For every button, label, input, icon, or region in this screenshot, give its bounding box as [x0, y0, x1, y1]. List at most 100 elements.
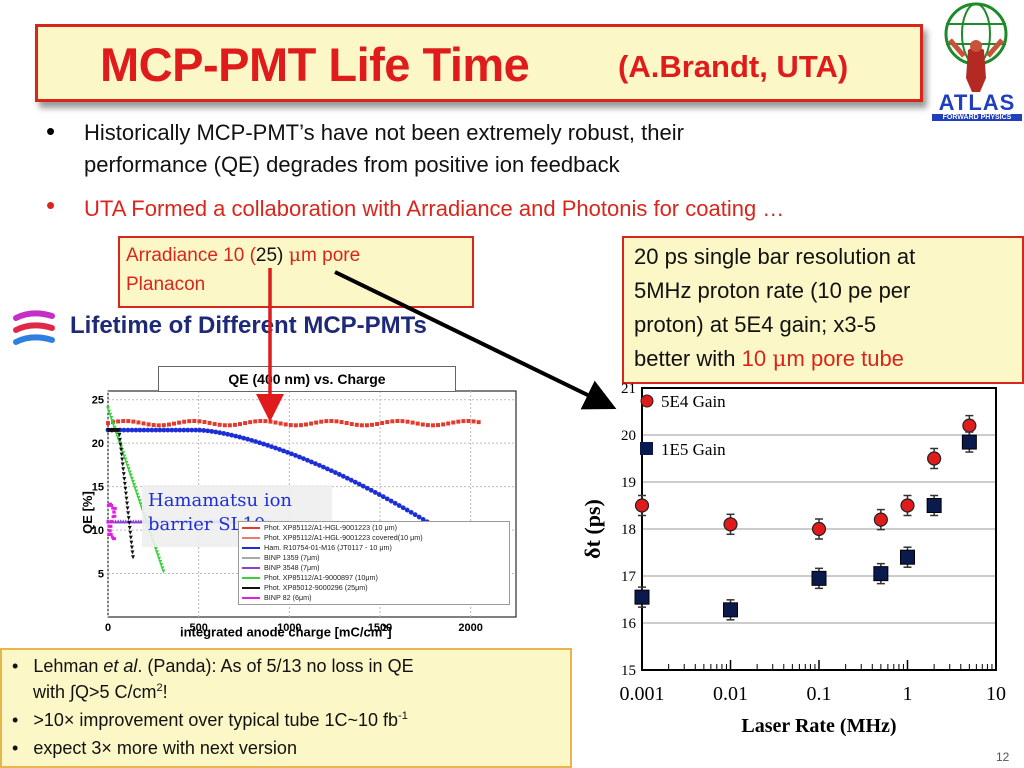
qe-y-tick: 25 — [92, 395, 104, 407]
qe-point-blue — [325, 466, 330, 472]
qe-point-blue — [233, 433, 239, 439]
qe-point-black — [122, 481, 127, 486]
qe-legend-swatch — [242, 597, 260, 600]
point-1e5-gain — [926, 498, 942, 513]
qe-point-red — [248, 420, 253, 425]
bullet-dot: • — [12, 738, 19, 758]
qe-point-red — [151, 423, 156, 428]
qe-figure: 5 10 15 20 25 0 500 1000 1500 2000 QE (400 nm) vs… — [80, 365, 520, 645]
qe-legend-label: Phot. XP85012-9000296 (25μm) — [264, 583, 368, 592]
qe-point-black — [129, 540, 134, 545]
qe-point-blue — [221, 431, 227, 436]
note-1-line2-sup: 2 — [156, 682, 163, 694]
qe-point-red — [339, 420, 344, 425]
qe-point-red — [430, 423, 435, 428]
qe-point-purple — [123, 519, 128, 524]
qe-point-blue — [380, 494, 386, 500]
stripes-icon — [13, 310, 55, 345]
qe-point-red — [359, 423, 364, 428]
point-5e4-gain — [634, 498, 650, 513]
point-1e5-gain — [811, 570, 827, 586]
qe-point-red — [461, 419, 466, 424]
qe-plot-title: QE (400 nm) vs. Charge — [158, 366, 456, 392]
atlas-globe-icon — [944, 2, 1008, 92]
qe-point-blue — [305, 457, 310, 463]
qe-point-green — [153, 547, 158, 552]
qe-point-red — [309, 421, 314, 426]
qe-point-blue — [416, 514, 422, 520]
qe-x-tick: 500 — [189, 622, 207, 634]
qe-point-green — [110, 419, 115, 424]
qe-point-red — [177, 420, 182, 425]
qe-point-magenta — [110, 520, 114, 524]
atlas-logo: ATLAS FORWARD PHYSICS — [928, 0, 1024, 130]
qe-point-blue — [356, 481, 362, 487]
qe-point-blue — [384, 496, 390, 502]
qe-point-red — [156, 423, 161, 428]
qe-point-black — [125, 501, 130, 506]
qe-point-red — [121, 419, 126, 424]
arradiance-text-c: m pore — [301, 245, 361, 266]
qe-point-blue — [289, 451, 294, 457]
qe-point-black — [121, 472, 126, 477]
qe-point-red — [217, 422, 222, 427]
qe-point-blue — [344, 475, 350, 481]
qe-point-green — [135, 492, 140, 497]
resolution-line-4a: better with — [634, 346, 742, 371]
qe-point-blue — [129, 427, 135, 433]
qe-point-green — [132, 483, 137, 488]
qe-point-green — [157, 556, 162, 561]
qe-point-magenta — [107, 533, 111, 537]
qe-point-blue — [261, 441, 266, 447]
bullet-dot: • — [12, 710, 19, 730]
qe-point-green — [108, 412, 113, 417]
qe-point-red — [471, 419, 476, 424]
qe-point-green — [127, 470, 132, 475]
qe-point-blue — [177, 427, 183, 433]
qe-point-purple — [136, 519, 141, 524]
qe-point-green — [136, 495, 141, 500]
qe-point-blue — [277, 447, 282, 452]
qe-legend-label: Phot. XP85112/A1-HGL-9001223 covered(10 … — [264, 533, 423, 542]
qe-legend-swatch — [242, 567, 260, 570]
qe-y-tick: 10 — [92, 525, 104, 537]
qe-point-red — [192, 418, 197, 423]
qe-point-blue — [400, 505, 406, 511]
qe-point-blue — [368, 487, 374, 493]
qe-point-black — [127, 521, 132, 526]
qe-point-purple — [131, 519, 136, 524]
qe-point-red — [334, 419, 339, 424]
page-title: MCP-PMT Life Time — [100, 38, 530, 91]
resolution-line-2: 5MHz proton rate (10 pe per — [634, 278, 911, 303]
y-axis-label: δt (ps) — [580, 499, 605, 559]
qe-point-magenta — [113, 514, 117, 518]
qe-point-red — [278, 421, 283, 426]
qe-point-black — [126, 516, 131, 521]
qe-point-green — [125, 463, 130, 468]
qe-legend-row: BINP 82 (6μm) — [242, 593, 506, 603]
bullet-2-line-1: UTA Formed a collaboration with Arradian… — [84, 196, 785, 221]
qe-point-red — [375, 422, 380, 427]
qe-point-red — [212, 421, 217, 426]
arradiance-text-a: Arradiance 10 ( — [126, 245, 256, 266]
atlas-wordmark: ATLAS FORWARD PHYSICS — [932, 90, 1022, 126]
qe-point-red — [385, 420, 390, 425]
qe-x-tick: 0 — [105, 622, 111, 634]
qe-point-purple — [118, 519, 123, 524]
qe-point-red — [410, 420, 415, 425]
qe-point-blue — [321, 464, 326, 470]
qe-point-red — [263, 419, 268, 424]
qe-x-tick: 1500 — [368, 622, 392, 634]
legend-marker-5e4 — [640, 394, 654, 408]
qe-point-blue — [392, 500, 398, 506]
qe-point-blue — [209, 428, 215, 434]
qe-point-red — [197, 419, 202, 424]
qe-xlabel-sup: 2 — [382, 623, 388, 633]
qe-point-blue — [269, 444, 274, 450]
arradiance-line-2: Planacon — [126, 274, 206, 295]
qe-point-blue — [241, 435, 247, 441]
qe-point-purple — [116, 519, 121, 524]
qe-point-green — [133, 486, 138, 491]
qe-point-blue — [193, 427, 199, 433]
qe-point-blue — [185, 427, 191, 433]
